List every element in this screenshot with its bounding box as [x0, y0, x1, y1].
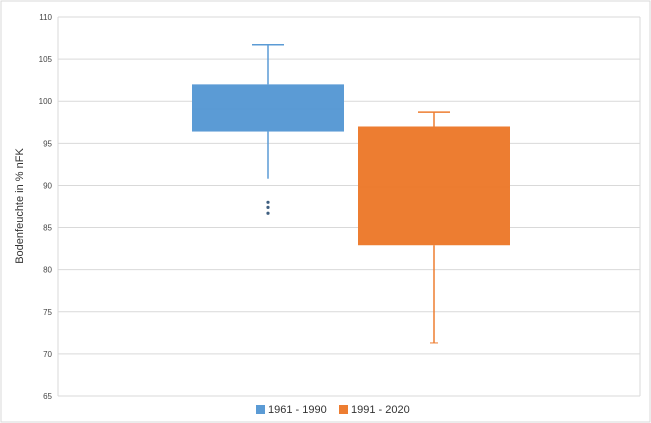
legend-swatch	[339, 405, 348, 414]
box-iqr	[192, 84, 344, 131]
y-axis-title: Bodenfeuchte in % nFK	[14, 148, 26, 264]
y-tick-label: 75	[43, 308, 52, 317]
legend-label: 1991 - 2020	[351, 404, 410, 416]
y-tick-label: 110	[39, 13, 52, 22]
box-iqr	[358, 126, 510, 245]
outlier-point	[266, 201, 269, 204]
y-tick-label: 95	[43, 139, 52, 148]
y-tick-label: 85	[43, 224, 52, 233]
y-tick-label: 70	[43, 350, 52, 359]
outlier-point	[266, 212, 269, 215]
outlier-point	[266, 206, 269, 209]
legend-label: 1961 - 1990	[268, 404, 327, 416]
y-tick-label: 90	[43, 181, 52, 190]
y-tick-label: 80	[43, 266, 52, 275]
y-tick-label: 105	[39, 55, 53, 64]
y-tick-label: 100	[39, 97, 53, 106]
legend-swatch	[256, 405, 265, 414]
y-tick-label: 65	[43, 392, 52, 401]
